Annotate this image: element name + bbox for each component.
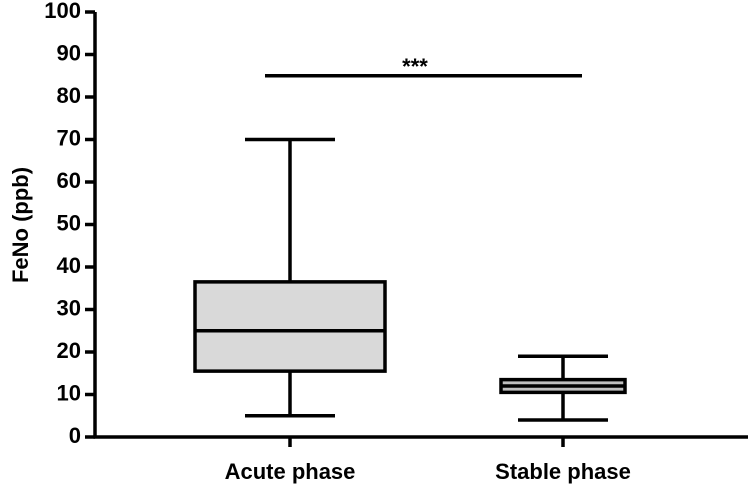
y-tick-label: 40 <box>57 253 81 278</box>
y-tick-label: 100 <box>44 0 81 23</box>
y-tick-label: 0 <box>69 423 81 448</box>
y-tick-label: 80 <box>57 83 81 108</box>
y-tick-label: 30 <box>57 295 81 320</box>
y-tick-label: 60 <box>57 168 81 193</box>
y-tick-label: 20 <box>57 338 81 363</box>
y-tick-label: 50 <box>57 210 81 235</box>
y-tick-label: 10 <box>57 380 81 405</box>
y-tick-label: 70 <box>57 125 81 150</box>
y-axis-label: FeNo (ppb) <box>8 167 33 283</box>
x-tick-label: Stable phase <box>495 459 631 484</box>
significance-label: *** <box>402 54 428 79</box>
x-tick-label: Acute phase <box>225 459 356 484</box>
y-tick-label: 90 <box>57 40 81 65</box>
box <box>193 280 387 373</box>
